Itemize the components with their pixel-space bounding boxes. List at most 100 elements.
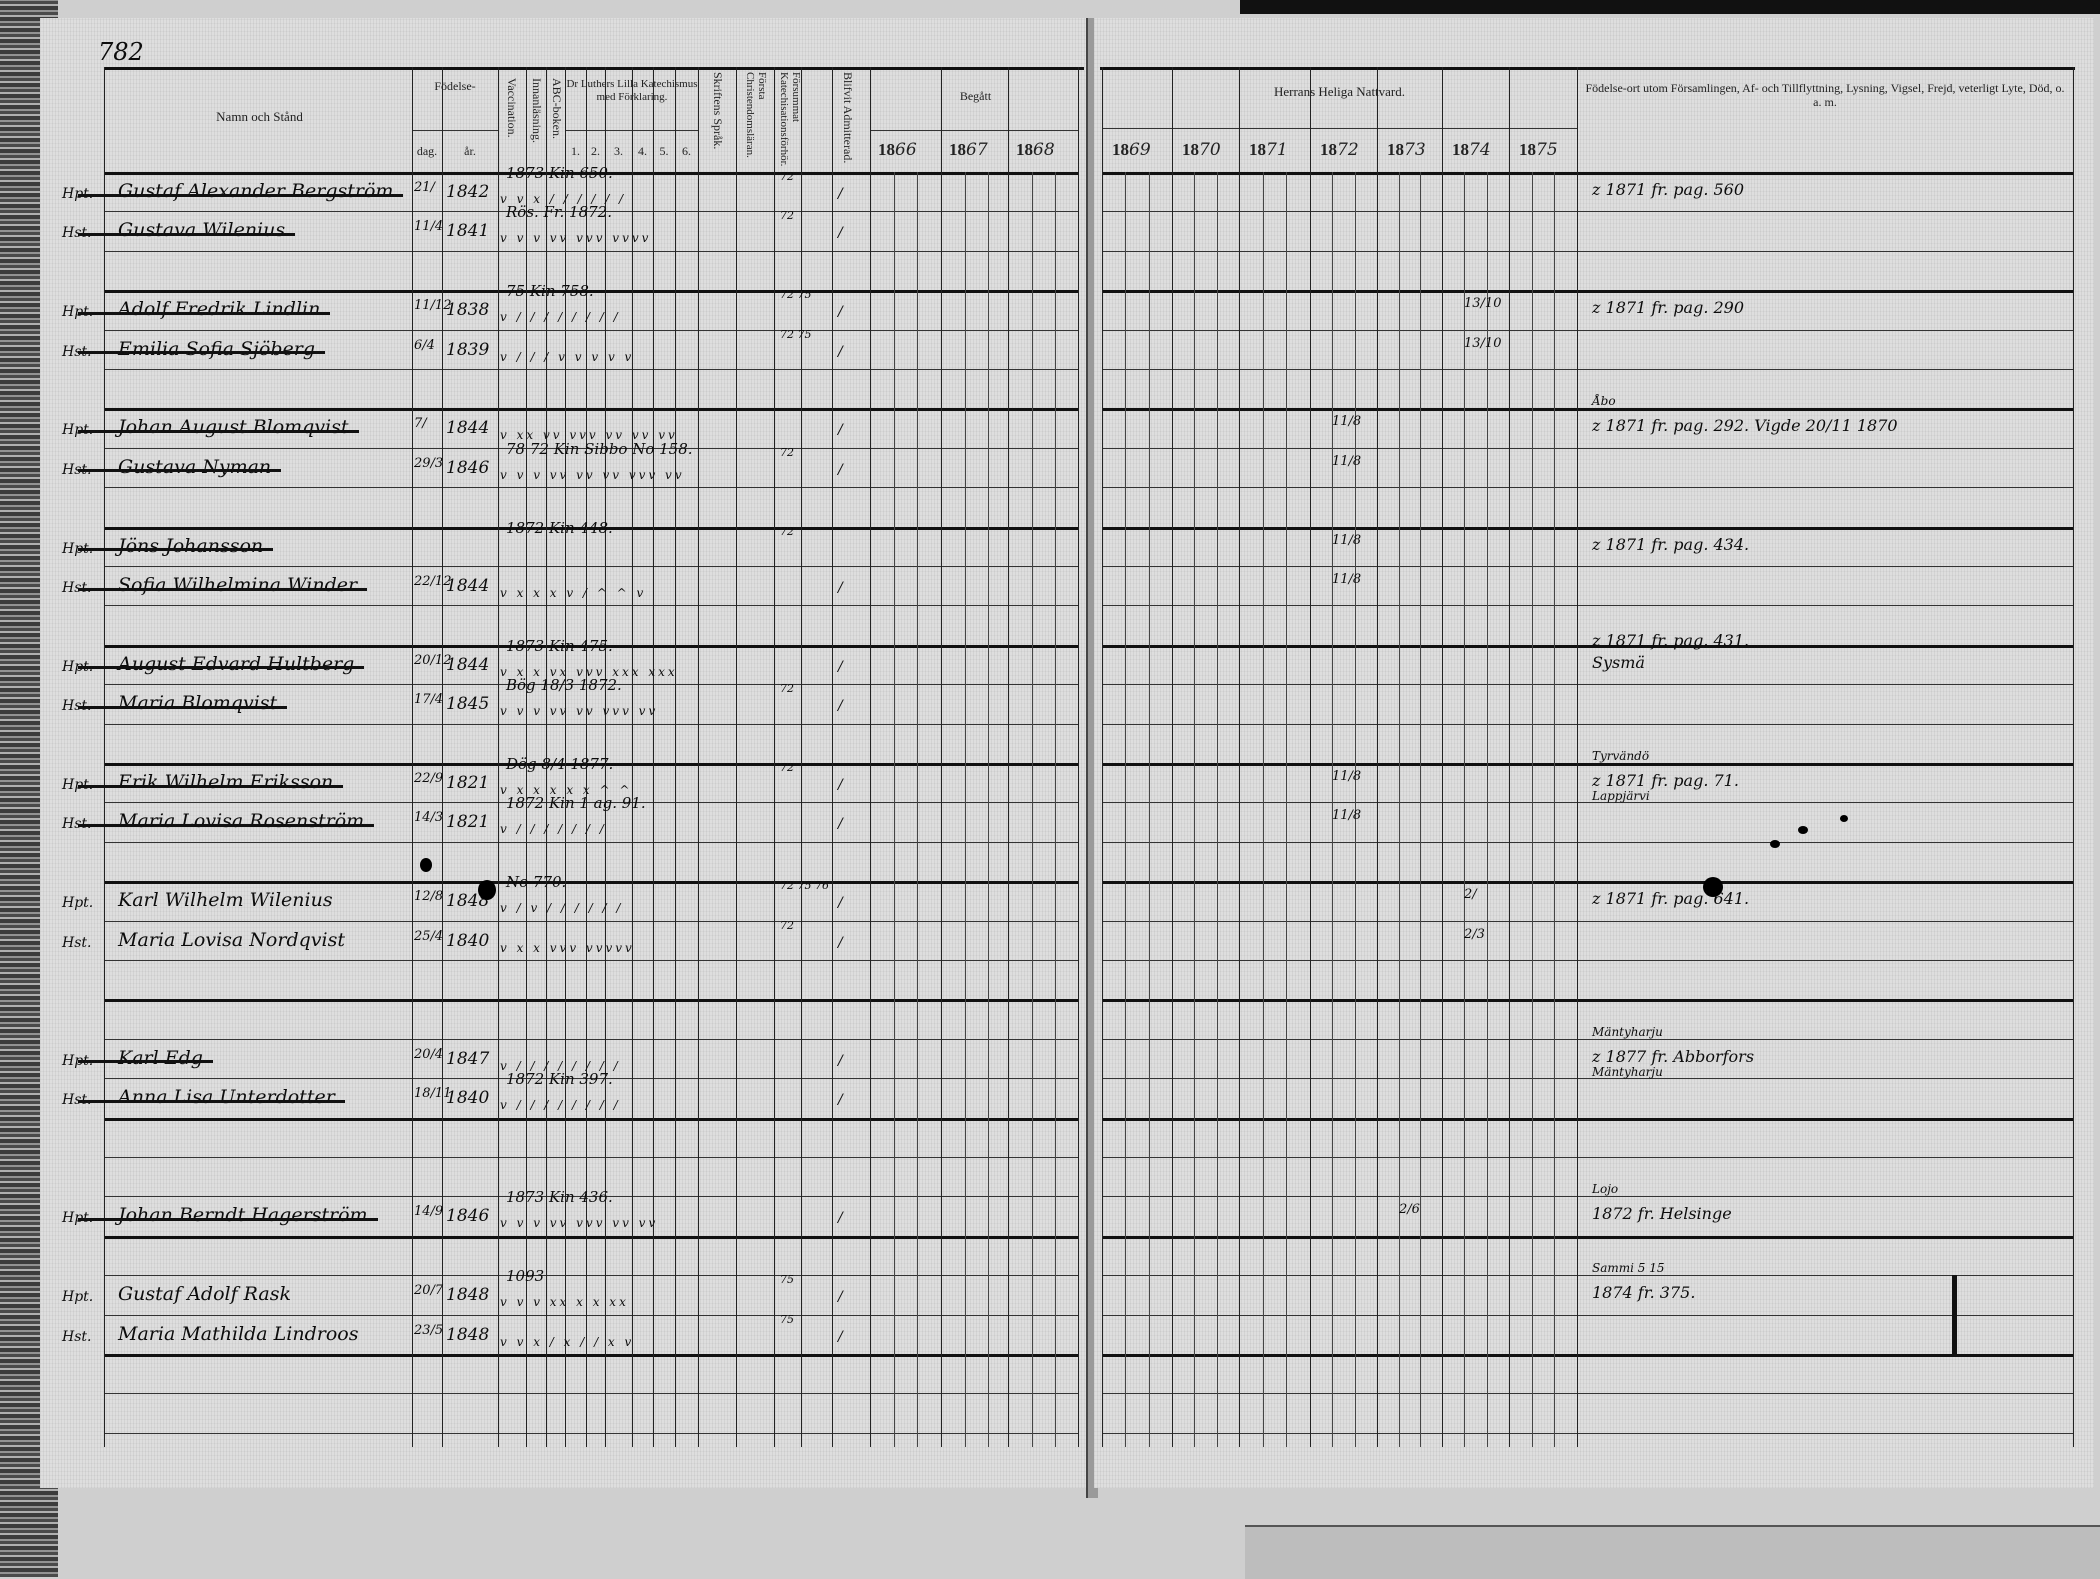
column-rule [698,67,699,1447]
ledger-rule [1102,1078,2074,1080]
column-rule [832,67,833,1447]
admitted-mark: / [838,422,843,439]
ledger-rule [1102,802,2074,804]
person-name: Jöns Johansson [77,534,274,557]
ledger-rule [104,841,1079,843]
column-rule [1377,67,1378,1447]
remark-note: z 1871 fr. pag. 290 [1592,298,1745,318]
reading-marks: v v v xx x x xx [500,1295,629,1310]
ledger-rule [104,1275,1079,1277]
admitted-mark: / [838,461,843,478]
header-catechism-part: 3. [614,144,623,158]
household-role: Hpt. [62,186,94,202]
ledger-rule [1102,1275,2074,1277]
missed-catechisation: 75 [780,1273,794,1287]
catechism-note: 1872 Kin 397. [506,1070,613,1089]
ledger-rule [1102,447,2074,449]
person-name: August Edvard Hultberg [77,652,365,675]
column-rule [736,67,737,1447]
admitted-mark: / [838,225,843,242]
reading-marks: v v v vv vvv vvvv [500,231,652,246]
birth-year: 1845 [446,694,490,715]
ledger-rule [1102,920,2074,922]
column-rule [1008,67,1009,1447]
birth-year: 1848 [446,1324,490,1345]
register-entry: Hpt. Karl Edg 20/4 1847 v / / / / / / / / / Mä… [0,1025,2100,1079]
birth-year: 1840 [446,1088,490,1109]
register-entry: Hst. Maria Lovisa Rosenström 14/3 1821 v / /… [0,794,2100,841]
register-entry: Hpt. August Edvard Hultberg 20/12 1844 v x x… [0,631,2100,684]
ledger-rule [1102,1117,2074,1121]
register-entry: Hpt. Adolf Fredrik Lindlin 11/12 1838 v / / … [0,282,2100,329]
subcolumn-rule [1032,172,1033,1447]
reading-marks: v / v / / / / / / [500,901,624,916]
ledger-rule [104,566,1079,567]
year-header: 1867 [949,140,988,160]
communion-date: 11/8 [1332,769,1362,784]
remark-note: 1874 fr. 375. [1592,1283,1696,1303]
header-begatt: Begått [959,89,992,103]
person-name: Karl Edg [78,1046,213,1069]
ledger-rule [1102,684,2074,686]
household-role: Hst. [62,580,92,596]
birth-day-month: 22/12 [414,574,452,589]
person-name: Emilia Sofia Sjöberg [78,337,325,360]
birth-day-month: 20/4 [414,1046,444,1062]
ledger-rule [104,802,1079,804]
reading-marks: v xx vv vvv vv vv vv [500,428,678,443]
subcolumn-rule [1286,172,1288,1447]
header-catechism: Dr Luthers Lilla Katechismus med Förklar… [566,78,698,103]
birth-year: 1844 [446,418,490,439]
register-entry: Hst. Gustava Nyman 29/3 1846 v v v vv vv vv … [0,440,2100,487]
birth-year: 1848 [446,1285,490,1306]
header-scripture: Skriftens Språk. [711,72,725,150]
ledger-rule [1102,881,2074,885]
ledger-rule [1102,211,2074,213]
year-prefix: 18 [1182,140,1199,159]
header-notes: Födelse-ort utom Församlingen, Af- och T… [1585,81,2065,109]
ledger-rule [104,881,1079,885]
header-catechism-part: 5. [659,144,669,158]
year-handwritten: 70 [1199,140,1221,160]
column-rule [442,67,443,1447]
birth-year: 1821 [446,773,490,793]
ledger-rule [104,644,1079,648]
remark-note: z 1871 fr. pag. 292. Vigde 20/11 1870 [1592,416,1898,436]
admitted-mark: / [838,580,843,596]
birth-day-month: 18/11 [414,1086,452,1102]
person-name: Maria Lovisa Nordqvist [118,928,345,951]
missed-catechisation: 72 [780,524,794,538]
admitted-mark: / [838,343,843,360]
ink-blot [420,858,432,872]
household-role: Hpt. [62,895,94,912]
admitted-mark: / [838,658,843,675]
scan-background [1245,1525,2100,1579]
ledger-rule [1102,1196,2074,1198]
ledger-rule [1102,329,2074,331]
birth-day-month: 14/3 [414,810,444,826]
ledger-rule [104,290,1079,294]
year-handwritten: 74 [1469,140,1491,160]
column-rule [498,67,499,1447]
remark-note: Tyrvändö [1592,749,1650,763]
remark-note: Mäntyharju [1592,1024,1663,1039]
column-rule [870,67,871,1447]
header-missed-catechisation: Försummat Katechisationsförhör. [778,72,802,167]
years-subheader-rule [1102,128,1577,129]
year-handwritten: 71 [1266,140,1288,160]
communion-date: 2/6 [1399,1202,1420,1218]
catechism-note: 1872 Kin 448. [506,518,613,537]
header-admitted: Blifvit Admitterad. [841,72,855,164]
subcolumn-rule [1486,172,1488,1447]
ledger-rule [1102,1038,2074,1040]
missed-catechisation: 72 [780,682,794,696]
subcolumn-rule [1216,172,1218,1447]
remark-note: Sammi 5 15 [1592,1261,1665,1276]
ink-blot [1703,877,1723,897]
person-name: Gustaf Adolf Rask [118,1283,292,1306]
remark-note: Lojo [1592,1182,1619,1197]
ledger-rule [104,1314,1079,1316]
ledger-rule [104,1393,1079,1395]
year-handwritten: 66 [895,140,917,160]
birth-day-month: 20/7 [414,1283,444,1299]
